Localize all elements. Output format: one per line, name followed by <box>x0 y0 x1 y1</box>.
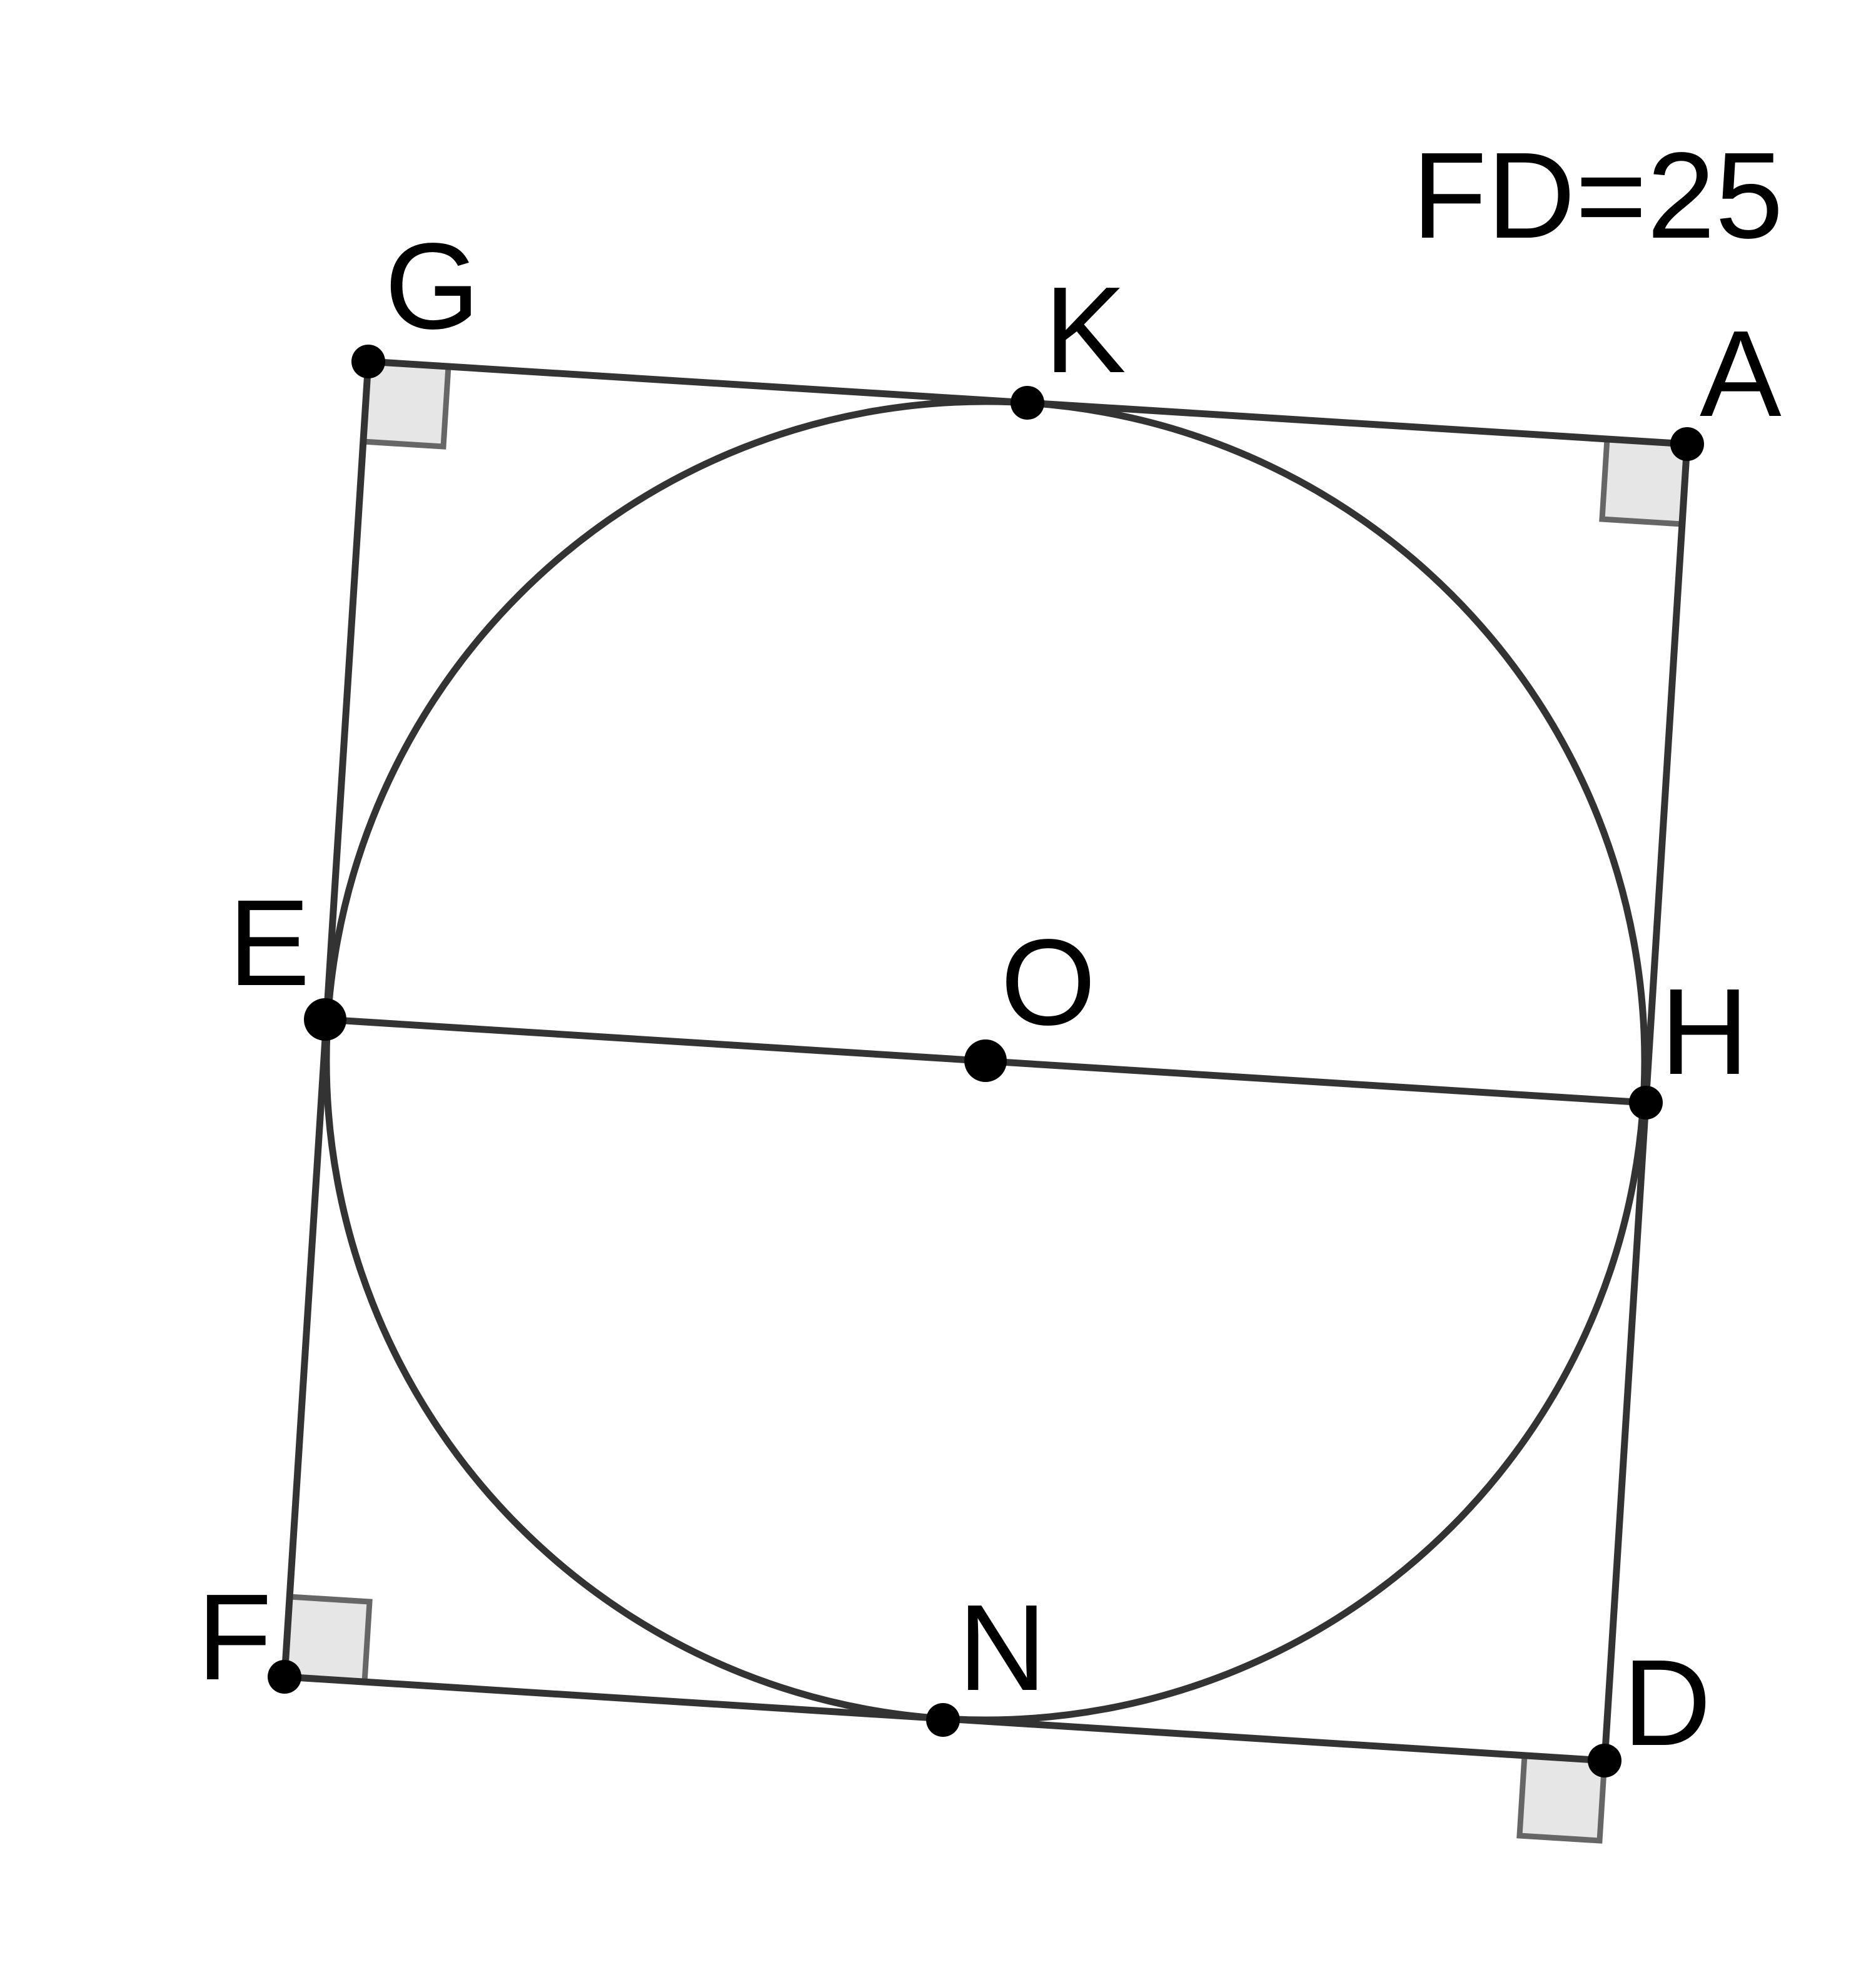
label-n: N <box>958 1579 1047 1716</box>
point-e <box>304 998 346 1041</box>
point-g <box>351 345 385 378</box>
given-condition: FD=25 <box>1412 127 1783 264</box>
label-o: O <box>1001 914 1096 1051</box>
label-f: F <box>197 1569 272 1706</box>
inscribed-circle <box>323 398 1648 1724</box>
label-d: D <box>1623 1634 1712 1771</box>
point-a <box>1670 427 1704 461</box>
point-n <box>926 1703 960 1737</box>
point-h <box>1629 1086 1663 1120</box>
label-e: E <box>228 874 310 1011</box>
point-d <box>1588 1744 1621 1777</box>
point-o <box>964 1039 1007 1082</box>
label-a: A <box>1700 305 1782 442</box>
point-f <box>268 1660 301 1694</box>
label-g: G <box>385 218 480 355</box>
label-k: K <box>1044 261 1126 398</box>
label-h: H <box>1660 963 1749 1100</box>
point-k <box>1011 386 1044 420</box>
